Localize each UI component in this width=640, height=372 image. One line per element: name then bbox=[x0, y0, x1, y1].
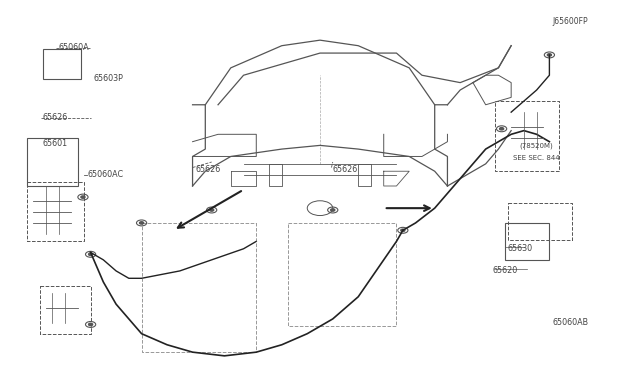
Circle shape bbox=[500, 128, 504, 130]
Text: 65060AC: 65060AC bbox=[88, 170, 124, 179]
Text: 65626: 65626 bbox=[43, 113, 68, 122]
Circle shape bbox=[547, 54, 552, 56]
Circle shape bbox=[331, 209, 335, 211]
Bar bbox=[27, 138, 78, 186]
Text: 65620: 65620 bbox=[492, 266, 517, 275]
Circle shape bbox=[140, 222, 143, 224]
Text: 65626: 65626 bbox=[333, 165, 358, 174]
Circle shape bbox=[81, 196, 85, 198]
Text: (78520M): (78520M) bbox=[520, 142, 554, 149]
Text: 65630: 65630 bbox=[508, 244, 533, 253]
Text: 65060A: 65060A bbox=[59, 43, 90, 52]
Text: 65060AB: 65060AB bbox=[552, 318, 589, 327]
Circle shape bbox=[88, 253, 93, 256]
Bar bbox=[505, 223, 549, 260]
Circle shape bbox=[210, 209, 214, 211]
Text: 65601: 65601 bbox=[43, 139, 68, 148]
Text: J65600FP: J65600FP bbox=[552, 17, 588, 26]
Text: 65603P: 65603P bbox=[94, 74, 124, 83]
Bar bbox=[43, 49, 81, 79]
Text: SEE SEC. 844: SEE SEC. 844 bbox=[513, 155, 560, 161]
Circle shape bbox=[401, 229, 405, 231]
Text: 65626: 65626 bbox=[196, 165, 221, 174]
Circle shape bbox=[88, 323, 93, 326]
